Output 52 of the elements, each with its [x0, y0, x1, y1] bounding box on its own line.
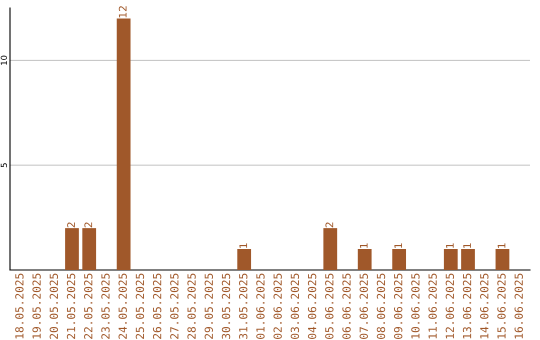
- bar: [323, 228, 338, 270]
- x-tick-label: 21.05.2025: [66, 274, 76, 339]
- x-tick-label: 16.06.2025: [514, 274, 523, 338]
- y-tick-label: 5: [0, 163, 7, 168]
- x-tick-label: 26.05.2025: [152, 274, 162, 339]
- bar: [392, 249, 406, 270]
- data-label: 1: [239, 243, 248, 248]
- bar: [358, 249, 372, 270]
- data-label: 1: [446, 243, 454, 248]
- x-tick-label: 25.05.2025: [136, 274, 144, 339]
- data-label: 2: [325, 222, 334, 228]
- bar: [82, 228, 96, 270]
- bar: [444, 249, 458, 270]
- x-tick-label: 31.05.2025: [239, 274, 248, 339]
- x-tick-label: 12.06.2025: [446, 274, 454, 338]
- x-tick-label: 13.06.2025: [462, 274, 472, 338]
- x-tick-label: 11.06.2025: [428, 274, 437, 338]
- x-tick-label: 18.05.2025: [15, 274, 24, 338]
- x-tick-label: 04.06.2025: [308, 274, 316, 339]
- x-tick-label: 01.06.2025: [256, 274, 265, 339]
- x-tick-label: 05.06.2025: [325, 274, 334, 339]
- bar: [65, 228, 79, 270]
- y-tick-label: 10: [0, 56, 7, 65]
- x-tick-label: 28.05.2025: [187, 274, 196, 339]
- data-label: 1: [463, 243, 471, 248]
- bar: [237, 249, 252, 270]
- data-label: 1: [394, 243, 402, 248]
- data-label: 12: [118, 6, 127, 18]
- x-tick-label: 24.05.2025: [118, 274, 127, 339]
- x-tick-label: 29.05.2025: [204, 274, 213, 339]
- bar: [116, 18, 131, 270]
- x-tick-label: 03.06.2025: [290, 274, 300, 339]
- x-tick-label: 07.06.2025: [360, 274, 368, 339]
- x-tick-label: 06.06.2025: [342, 274, 351, 339]
- x-tick-label: 15.06.2025: [497, 274, 506, 338]
- data-label: 1: [498, 243, 506, 248]
- x-tick-label: 30.05.2025: [222, 274, 230, 339]
- x-tick-label: 22.05.2025: [84, 274, 92, 339]
- data-label: 2: [84, 222, 92, 228]
- x-tick-label: 09.06.2025: [394, 274, 402, 339]
- x-tick-label: 19.05.2025: [32, 274, 41, 338]
- x-tick-label: 08.06.2025: [376, 274, 386, 339]
- x-tick-label: 27.05.2025: [170, 274, 179, 339]
- x-tick-label: 10.06.2025: [411, 274, 420, 338]
- x-tick-label: 23.05.2025: [101, 274, 110, 339]
- bar: [461, 249, 475, 270]
- data-label: 1: [360, 243, 368, 248]
- x-tick-label: 14.06.2025: [480, 274, 488, 338]
- data-label: 2: [67, 222, 75, 228]
- x-tick-label: 20.05.2025: [50, 274, 58, 339]
- bar: [496, 249, 510, 270]
- x-tick-label: 02.06.2025: [273, 274, 282, 339]
